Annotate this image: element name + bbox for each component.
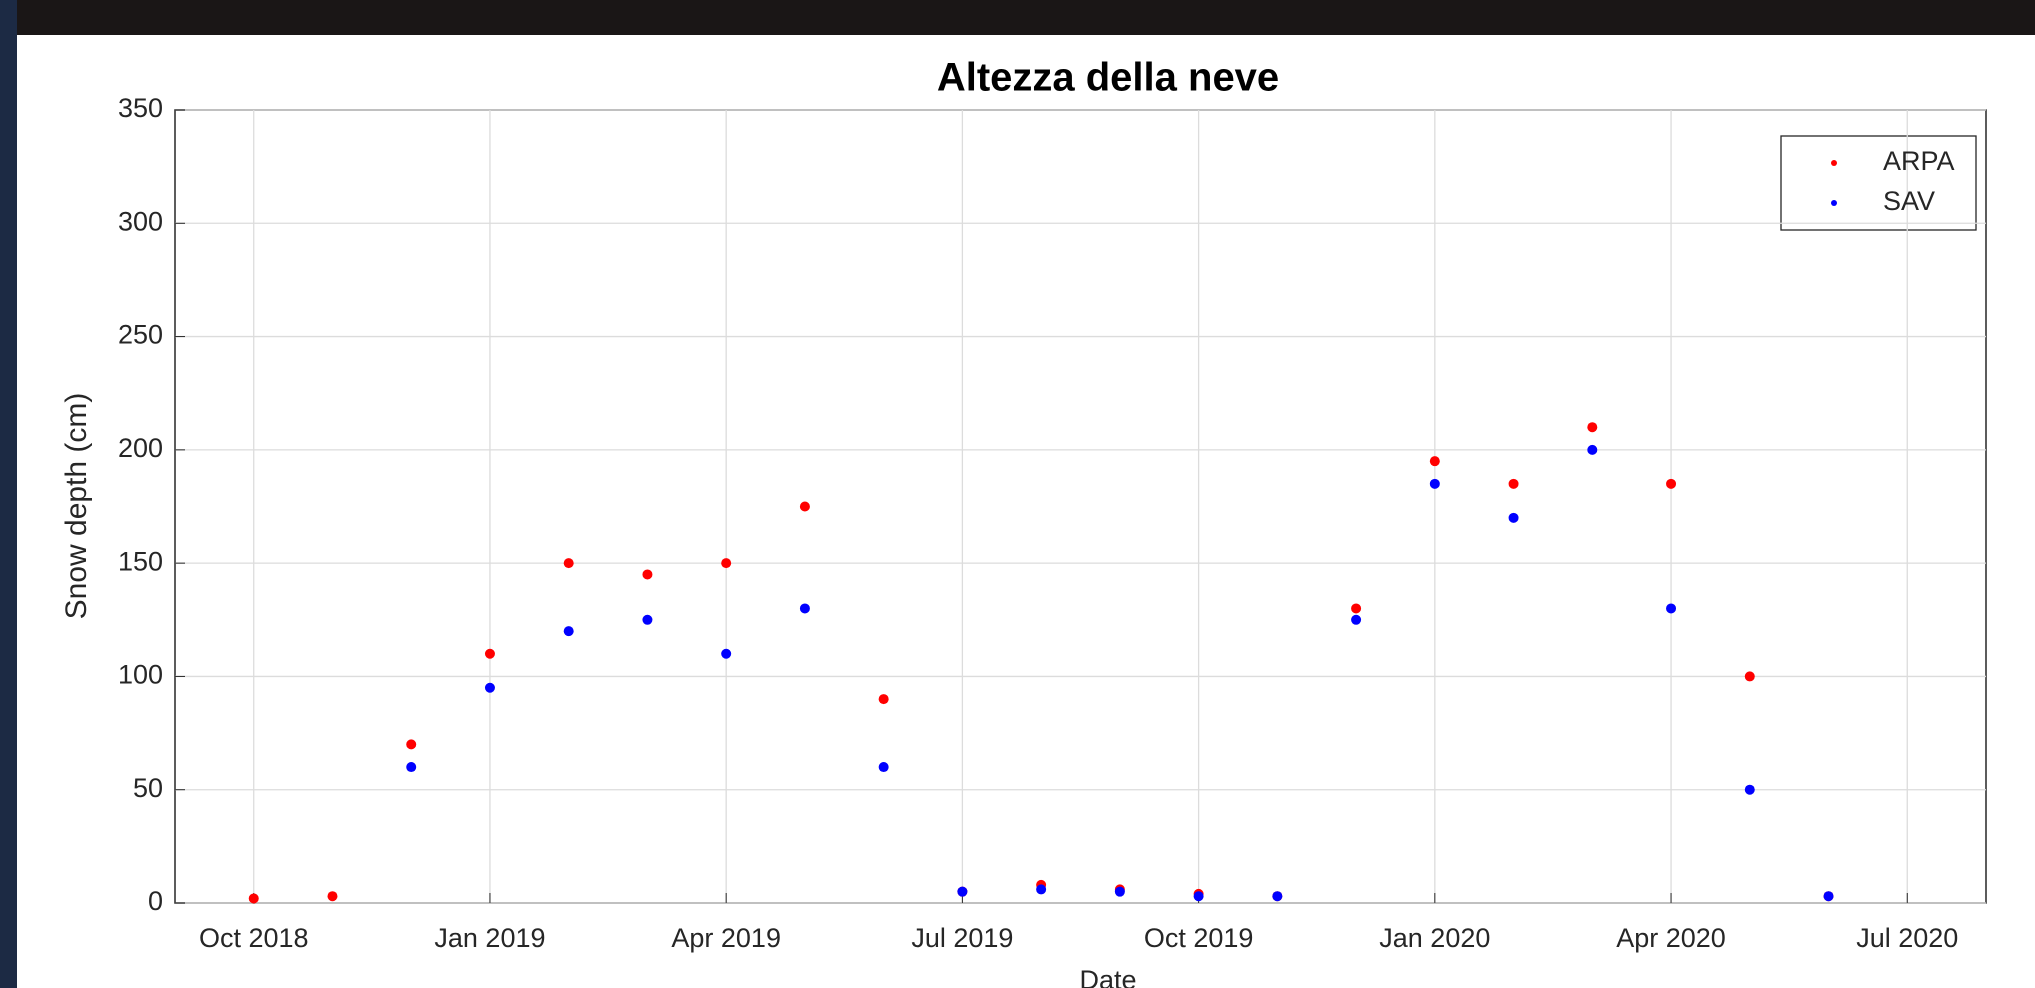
data-point — [721, 649, 731, 659]
data-point — [485, 683, 495, 693]
data-point — [1587, 422, 1597, 432]
data-point — [1115, 887, 1125, 897]
x-tick-label: Jul 2019 — [911, 923, 1013, 953]
x-tick-label: Jan 2020 — [1379, 923, 1490, 953]
data-point — [564, 558, 574, 568]
y-tick-label: 200 — [118, 433, 163, 463]
legend-marker — [1831, 160, 1837, 166]
data-point — [642, 569, 652, 579]
y-tick-label: 100 — [118, 660, 163, 690]
data-point — [1351, 615, 1361, 625]
legend-label: SAV — [1883, 186, 1935, 216]
data-point — [327, 891, 337, 901]
data-point — [1666, 479, 1676, 489]
data-point — [1509, 513, 1519, 523]
y-tick-label: 300 — [118, 206, 163, 236]
data-point — [1745, 671, 1755, 681]
y-tick-label: 150 — [118, 546, 163, 576]
x-tick-label: Apr 2019 — [671, 923, 781, 953]
data-point — [879, 762, 889, 772]
left-strip — [0, 0, 17, 988]
page: Altezza della neve Date Snow depth (cm) … — [0, 0, 2035, 988]
data-point — [1194, 891, 1204, 901]
y-tick-label: 250 — [118, 320, 163, 350]
y-tick-label: 0 — [148, 886, 163, 916]
data-point — [1509, 479, 1519, 489]
chart-title: Altezza della neve — [937, 56, 1279, 100]
x-tick-label: Oct 2019 — [1144, 923, 1254, 953]
data-point — [957, 887, 967, 897]
panel — [17, 35, 2035, 988]
data-point — [1351, 603, 1361, 613]
data-point — [1272, 891, 1282, 901]
data-point — [406, 739, 416, 749]
data-point — [800, 603, 810, 613]
data-point — [1824, 891, 1834, 901]
data-point — [406, 762, 416, 772]
x-tick-label: Apr 2020 — [1616, 923, 1726, 953]
legend-marker — [1831, 200, 1837, 206]
chart: Altezza della neve Date Snow depth (cm) … — [0, 0, 2035, 988]
x-tick-label: Jan 2019 — [434, 923, 545, 953]
data-point — [800, 502, 810, 512]
x-axis-label: Date — [1079, 965, 1136, 988]
data-point — [564, 626, 574, 636]
y-tick-label: 350 — [118, 93, 163, 123]
data-point — [642, 615, 652, 625]
data-point — [1587, 445, 1597, 455]
x-tick-label: Oct 2018 — [199, 923, 309, 953]
data-point — [249, 893, 259, 903]
data-point — [879, 694, 889, 704]
data-point — [1430, 479, 1440, 489]
x-tick-label: Jul 2020 — [1856, 923, 1958, 953]
data-point — [721, 558, 731, 568]
data-point — [485, 649, 495, 659]
y-tick-label: 50 — [133, 773, 163, 803]
y-axis-label: Snow depth (cm) — [60, 393, 93, 620]
data-point — [1430, 456, 1440, 466]
legend-label: ARPA — [1883, 146, 1955, 176]
data-point — [1036, 884, 1046, 894]
data-point — [1745, 785, 1755, 795]
data-point — [1666, 603, 1676, 613]
